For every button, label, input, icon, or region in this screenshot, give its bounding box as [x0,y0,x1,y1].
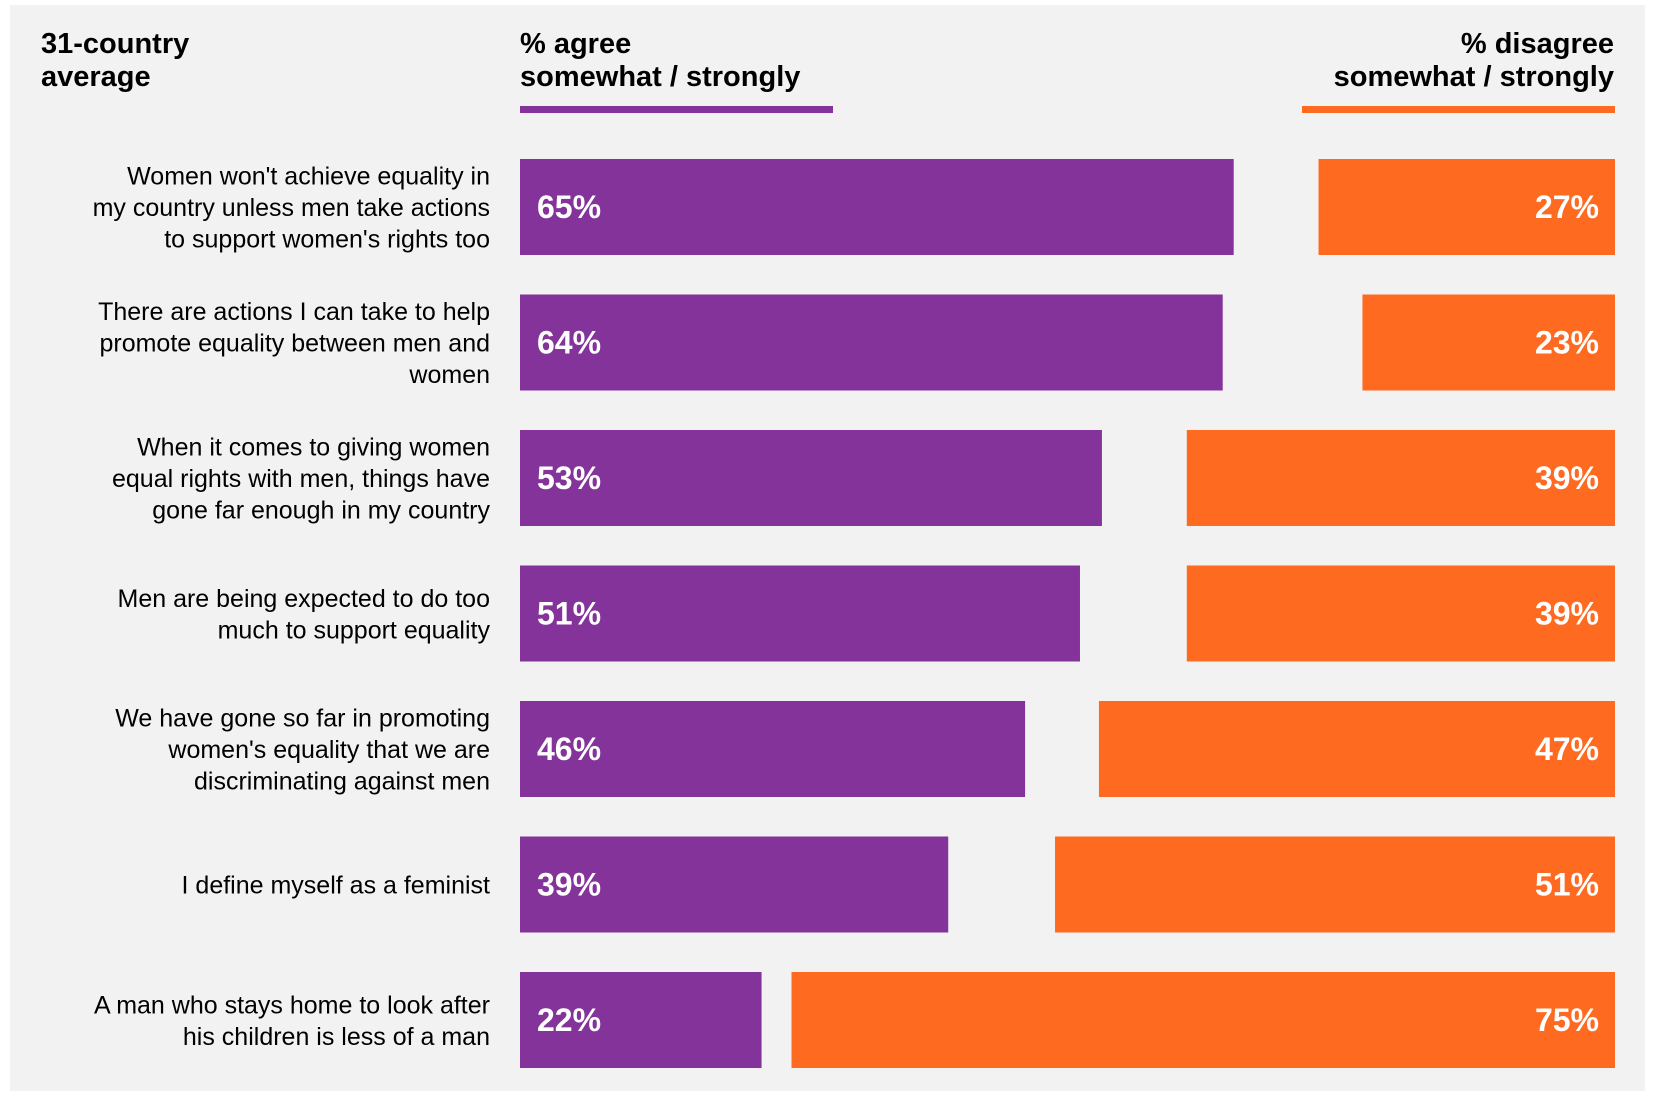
disagree-value-label: 23% [1535,325,1599,361]
agree-value-label: 53% [537,460,601,496]
question-label-line: discriminating against men [194,768,490,796]
question-label-line: Men are being expected to do too [118,585,491,613]
agree-bar [520,836,949,933]
question-label-line: gone far enough in my country [152,497,490,525]
disagree-value-label: 51% [1535,867,1599,903]
disagree-bar [791,972,1615,1068]
agree-value-label: 22% [537,1002,601,1038]
question-label-line: When it comes to giving women [137,434,490,462]
agree-value-label: 39% [537,867,601,903]
question-label-line: much to support equality [218,616,491,644]
agree-value-label: 65% [537,189,601,225]
left-header-line: average [41,61,151,93]
question-label-line: promote equality between men and [99,330,490,358]
disagree-header-line: % disagree [1461,28,1614,60]
disagree-bar [1318,159,1615,255]
agree-value-label: 64% [537,325,601,361]
agree-bar [520,294,1223,391]
disagree-value-label: 39% [1535,460,1599,496]
disagree-bar [1186,430,1615,526]
question-label-line: to support women's rights too [164,226,490,254]
agree-header-line: somewhat / strongly [520,61,800,93]
disagree-bar [1362,294,1615,391]
question-label-line: his children is less of a man [183,1023,490,1051]
question-label-line: A man who stays home to look after [94,991,490,1019]
agree-bar [520,565,1080,662]
disagree-bar [1098,701,1615,797]
disagree-value-label: 47% [1535,731,1599,767]
agree-bar [520,701,1026,797]
question-label-line: There are actions I can take to help [98,298,490,326]
question-label-line: equal rights with men, things have [112,465,490,493]
question-label-line: I define myself as a feminist [182,872,491,900]
disagree-bar [1055,836,1615,933]
disagree-value-label: 75% [1535,1002,1599,1038]
question-label-line: my country unless men take actions [93,194,490,222]
agree-header-underline [520,106,833,113]
question-label-line: women's equality that we are [167,736,490,764]
disagree-header-line: somewhat / strongly [1334,61,1614,93]
disagree-value-label: 39% [1535,596,1599,632]
agree-bar [520,972,762,1068]
agree-value-label: 46% [537,731,601,767]
question-label-line: Women won't achieve equality in [127,163,490,191]
disagree-header-underline [1302,106,1615,113]
disagree-bar [1186,565,1615,662]
agree-header-line: % agree [520,28,631,60]
disagree-value-label: 27% [1535,189,1599,225]
question-label-line: women [408,361,490,389]
left-header-line: 31-country [41,28,189,60]
agree-bar [520,159,1234,255]
agree-value-label: 51% [537,596,601,632]
agree-bar [520,430,1102,526]
question-label-line: We have gone so far in promoting [115,705,490,733]
